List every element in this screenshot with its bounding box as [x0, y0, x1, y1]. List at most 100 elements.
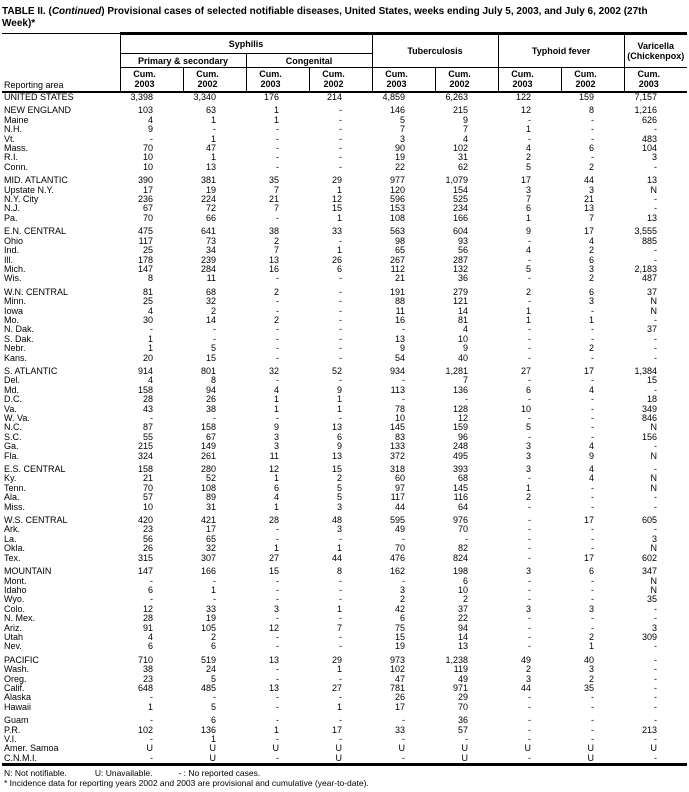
- cell-value: 17: [521, 175, 532, 186]
- reporting-area-cell: Upstate N.Y.: [4, 184, 54, 195]
- cell-value: 604: [453, 226, 469, 237]
- cell-value: 8: [147, 273, 153, 284]
- cell-value: -: [339, 375, 343, 386]
- cell-value: 116: [453, 492, 469, 503]
- cell-value: 67: [205, 431, 216, 442]
- reporting-area-cell: W. Va.: [4, 413, 30, 423]
- cell-value: -: [339, 124, 343, 135]
- cell-value: 1: [273, 543, 279, 554]
- cell-value: 4: [589, 464, 595, 475]
- cell-value: 3: [652, 152, 658, 163]
- cell-value: 420: [137, 515, 153, 526]
- cell-value: 154: [453, 184, 469, 195]
- cell-value: 75: [395, 622, 406, 633]
- reporting-area-cell: Del.: [4, 375, 21, 386]
- cell-value: 602: [642, 552, 658, 563]
- cell-value: 1: [526, 212, 532, 223]
- cell-value: 47: [205, 143, 216, 154]
- footnote-dash: - : No reported cases.: [178, 768, 261, 779]
- reporting-area-cell: Tenn.: [4, 482, 27, 493]
- cell-value: 10: [142, 161, 153, 172]
- cell-value: 4: [147, 631, 153, 642]
- cell-value: 215: [137, 441, 153, 452]
- table-row: Tex. 315 307 27 44 476 824 - 17 602: [2, 552, 687, 563]
- cell-value: -: [339, 631, 343, 642]
- cell-value: 176: [263, 92, 279, 102]
- cell-value: 26: [395, 692, 406, 703]
- table-row: MID. ATLANTIC 390 381 35 29 977 1,079 17 44 13: [2, 175, 687, 186]
- cell-value: 22: [458, 613, 469, 624]
- cell-value: 70: [142, 212, 153, 223]
- cell-value: 147: [137, 263, 153, 274]
- reporting-area-cell: Mont.: [4, 575, 27, 586]
- cell-value: 122: [516, 92, 532, 102]
- cell-value: 973: [389, 654, 406, 665]
- cell-value: 13: [268, 654, 279, 665]
- cell-value: 1: [526, 305, 532, 316]
- cell-value: 6: [147, 641, 153, 652]
- cell-value: -: [654, 464, 658, 475]
- cell-value: -: [528, 515, 532, 526]
- cell-value: -: [528, 235, 532, 246]
- cell-value: 6,263: [445, 92, 469, 102]
- cell-value: -: [213, 413, 216, 423]
- cell-value: -: [150, 413, 153, 423]
- cell-value: 5: [400, 114, 406, 125]
- cell-value: U: [272, 743, 280, 754]
- cell-value: -: [591, 622, 595, 633]
- cell-value: 70: [458, 701, 469, 712]
- reporting-area-cell: E.N. CENTRAL: [4, 226, 67, 237]
- reporting-area-cell: Ind.: [4, 245, 20, 256]
- col-header-cum-9: Cum. 2003: [623, 67, 688, 93]
- cell-value: -: [339, 324, 343, 335]
- cell-value: 280: [200, 464, 216, 475]
- cell-value: 595: [389, 515, 406, 526]
- cell-value: 7,157: [634, 92, 658, 102]
- footnote-legend-line: N: Not notifiable. U: Unavailable. - : No …: [4, 768, 687, 778]
- cell-value: 1,384: [634, 365, 658, 376]
- cell-value: 35: [584, 682, 595, 693]
- cell-value: -: [339, 114, 343, 125]
- cell-value: -: [654, 664, 658, 675]
- table-row: Ill. 178 239 13 26 267 287 - 6 -: [2, 255, 687, 265]
- cell-value: 136: [200, 724, 216, 735]
- cell-value: -: [150, 575, 153, 586]
- cell-value: -: [276, 664, 279, 675]
- cell-value: 49: [458, 673, 469, 684]
- cell-value: 28: [268, 515, 279, 526]
- col-header-cum-7: Cum. 2003: [497, 67, 562, 93]
- cell-value: U: [335, 752, 343, 763]
- cell-value: -: [528, 752, 532, 763]
- cell-value: -: [591, 734, 595, 744]
- reporting-area-cell: Maine: [4, 114, 29, 125]
- table-row: Ga. 215 149 3 9 133 248 3 4 -: [2, 441, 687, 452]
- table-row: Nebr. 1 5 - - 9 9 - 2 -: [2, 343, 687, 353]
- cell-value: 9: [463, 114, 469, 125]
- cell-value: 29: [332, 654, 343, 665]
- table-row: D.C. 28 26 1 1 - - - - 18: [2, 394, 687, 404]
- cell-value: 65: [395, 245, 406, 256]
- cell-value: -: [528, 715, 532, 726]
- cell-value: 6: [337, 263, 343, 274]
- cell-value: 3: [273, 431, 279, 442]
- cell-value: 16: [268, 263, 279, 274]
- cell-value: -: [276, 305, 279, 316]
- cell-value: 307: [200, 552, 216, 563]
- cell-value: -: [528, 622, 532, 633]
- table-row: Amer. Samoa U U U U U U U U U: [2, 743, 687, 754]
- cell-value: U: [209, 752, 217, 763]
- table-row: P.R. 102 136 1 17 33 57 - - 213: [2, 724, 687, 735]
- cell-value: -: [591, 413, 595, 423]
- table-row: S. ATLANTIC 914 801 32 52 934 1,281 27 17 1,384: [2, 365, 687, 376]
- cell-value: 9: [526, 226, 532, 237]
- cell-value: -: [150, 324, 153, 335]
- table-row: Calif. 648 485 13 27 781 971 44 35 -: [2, 682, 687, 693]
- reporting-area-cell: Tex.: [4, 552, 21, 563]
- cell-value: 70: [142, 482, 153, 493]
- cell-value: 2: [337, 473, 343, 484]
- table-row: PACIFIC 710 519 13 29 973 1,238 49 40 -: [2, 654, 687, 665]
- cell-value: 1: [273, 114, 279, 125]
- cell-value: 846: [642, 413, 658, 423]
- cell-value: 14: [205, 314, 216, 325]
- cell-value: 971: [453, 682, 469, 693]
